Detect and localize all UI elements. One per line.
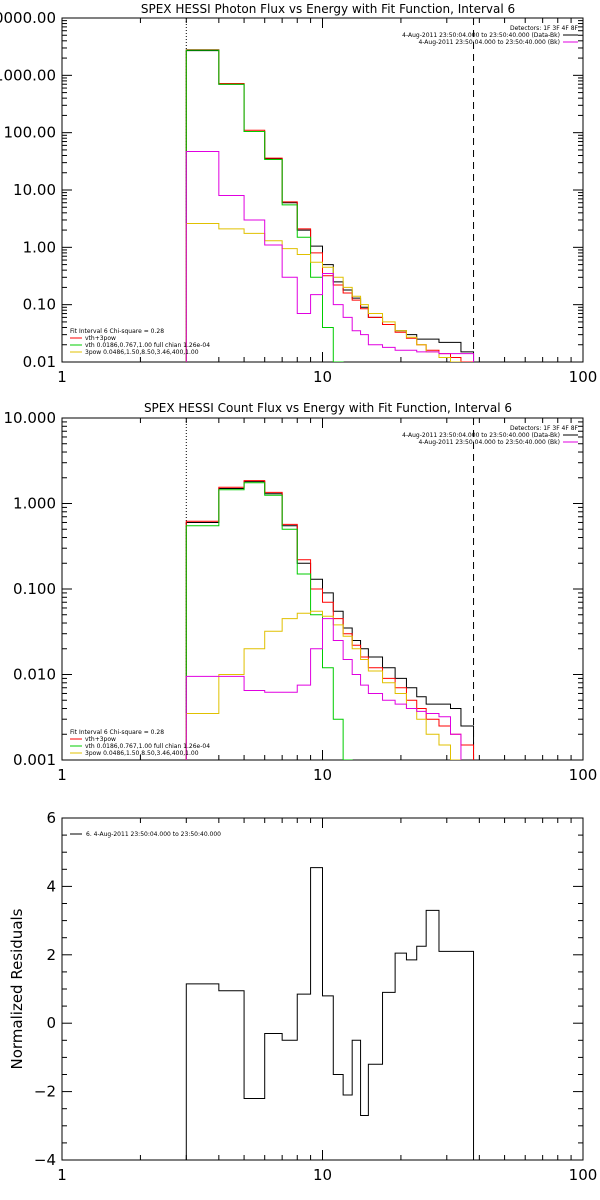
residual-ytick-label: 0 (46, 1014, 56, 1032)
residual-ytick-label: 4 (46, 877, 56, 895)
count-flux-panel: SPEX HESSI Count Flux vs Energy with Fit… (4, 401, 598, 784)
residuals-legend-label: 6. 4-Aug-2011 23:50:04.000 to 23:50:40.0… (86, 831, 221, 838)
photon-series-vth-3pow (185, 49, 475, 362)
photon-flux-legend-left: Fit Interval 6 Chi-square = 0.28 vth+3po… (70, 328, 210, 356)
photon-series-bk (185, 150, 475, 362)
count-series-data-bk (185, 481, 475, 760)
count-flux-plot-content: 1 10 100 0.001 0.010 0.100 1.000 10.000 (4, 409, 598, 784)
photon-ytick-label: 10.00 (13, 181, 56, 199)
photon-ytick-label: 0.01 (23, 353, 56, 371)
count-legend-bk: 4-Aug-2011 23:50:04.000 to 23:50:40.000 … (418, 439, 560, 446)
count-legend-databk: 4-Aug-2011 23:50:04.000 to 23:50:40.000 … (402, 432, 560, 439)
count-ytick-label: 0.001 (13, 751, 56, 769)
residual-xtick-label: 1 (57, 1166, 67, 1184)
residual-ytick-label: 6 (46, 809, 56, 827)
photon-series-vth (185, 49, 344, 362)
residuals-panel: 1 10 100 −4 −2 0 2 4 6 Normalized Residuals 6. 4… (8, 809, 598, 1184)
photon-legend-databk: 4-Aug-2011 23:50:04.000 to 23:50:40.000 … (402, 32, 560, 39)
count-ytick-label: 0.010 (13, 666, 56, 684)
photon-legend-3pow: 3pow 0.0486,1.50,8.50,3.46,400,1.00 (85, 349, 199, 356)
residuals-legend: 6. 4-Aug-2011 23:50:04.000 to 23:50:40.0… (70, 831, 221, 838)
count-flux-legend-right: Detectors: 1F 3F 4F 8F 4-Aug-2011 23:50:… (402, 425, 578, 446)
residual-series-series-0 (185, 867, 475, 1160)
photon-xtick-label: 10 (313, 368, 332, 386)
photon-series-3pow (185, 223, 462, 362)
photon-ytick-label: 1.00 (23, 238, 56, 256)
count-xtick-label: 1 (57, 766, 67, 784)
photon-xtick-label: 1 (57, 368, 67, 386)
residual-xtick-label: 10 (313, 1166, 332, 1184)
photon-legend-total: vth+3pow (85, 335, 116, 342)
residual-ytick-label: −4 (34, 1151, 56, 1169)
count-series-3pow (185, 610, 462, 760)
photon-ytick-label: 1000.00 (0, 66, 56, 84)
count-xtick-label: 10 (313, 766, 332, 784)
count-legend-total: vth+3pow (85, 736, 116, 743)
count-legend-detectors: Detectors: 1F 3F 4F 8F (510, 425, 579, 432)
count-flux-title: SPEX HESSI Count Flux vs Energy with Fit… (144, 401, 512, 415)
count-legend-3pow: 3pow 0.0486,1.50,8.50,3.46,400,1.00 (85, 750, 199, 757)
count-series-vth (185, 482, 353, 760)
count-series-vth-3pow (185, 480, 475, 760)
count-flux-legend-left: Fit Interval 6 Chi-square = 0.28 vth+3po… (70, 729, 210, 757)
photon-flux-plot-content: 1 10 100 0.01 0.10 1.00 10.00 100.00 1000.00 1000… (0, 9, 598, 386)
count-series-bk (185, 618, 462, 760)
photon-legend-fit-header: Fit Interval 6 Chi-square = 0.28 (70, 328, 164, 335)
count-legend-fit-header: Fit Interval 6 Chi-square = 0.28 (70, 729, 164, 736)
residual-ytick-label: −2 (34, 1083, 56, 1101)
photon-legend-bk: 4-Aug-2011 23:50:04.000 to 23:50:40.000 … (418, 39, 560, 46)
count-xtick-label: 100 (569, 766, 598, 784)
photon-xtick-label: 100 (569, 368, 598, 386)
photon-flux-title: SPEX HESSI Photon Flux vs Energy with Fi… (141, 2, 515, 16)
count-ytick-label: 0.100 (13, 580, 56, 598)
count-legend-vth: vth 0.0186,0.767,1.00 full chian 1.26e-0… (85, 743, 210, 750)
residual-ytick-label: 2 (46, 946, 56, 964)
photon-series-data-bk (185, 50, 475, 362)
photon-ytick-label: 10000.00 (0, 9, 56, 27)
residuals-plot-content: 1 10 100 −4 −2 0 2 4 6 (34, 809, 598, 1184)
photon-ytick-label: 100.00 (4, 124, 57, 142)
photon-ytick-label: 0.10 (23, 296, 56, 314)
count-ytick-label: 1.000 (13, 495, 56, 513)
photon-legend-vth: vth 0.0186,0.767,1.00 full chian 1.26e-0… (85, 342, 210, 349)
photon-legend-detectors: Detectors: 1F 3F 4F 8F (510, 25, 579, 32)
photon-flux-panel: SPEX HESSI Photon Flux vs Energy with Fi… (0, 2, 598, 386)
count-ytick-label: 10.000 (4, 409, 57, 427)
photon-flux-legend-right: Detectors: 1F 3F 4F 8F 4-Aug-2011 23:50:… (402, 25, 578, 46)
residual-xtick-label: 100 (569, 1166, 598, 1184)
residuals-ylabel: Normalized Residuals (8, 908, 26, 1069)
